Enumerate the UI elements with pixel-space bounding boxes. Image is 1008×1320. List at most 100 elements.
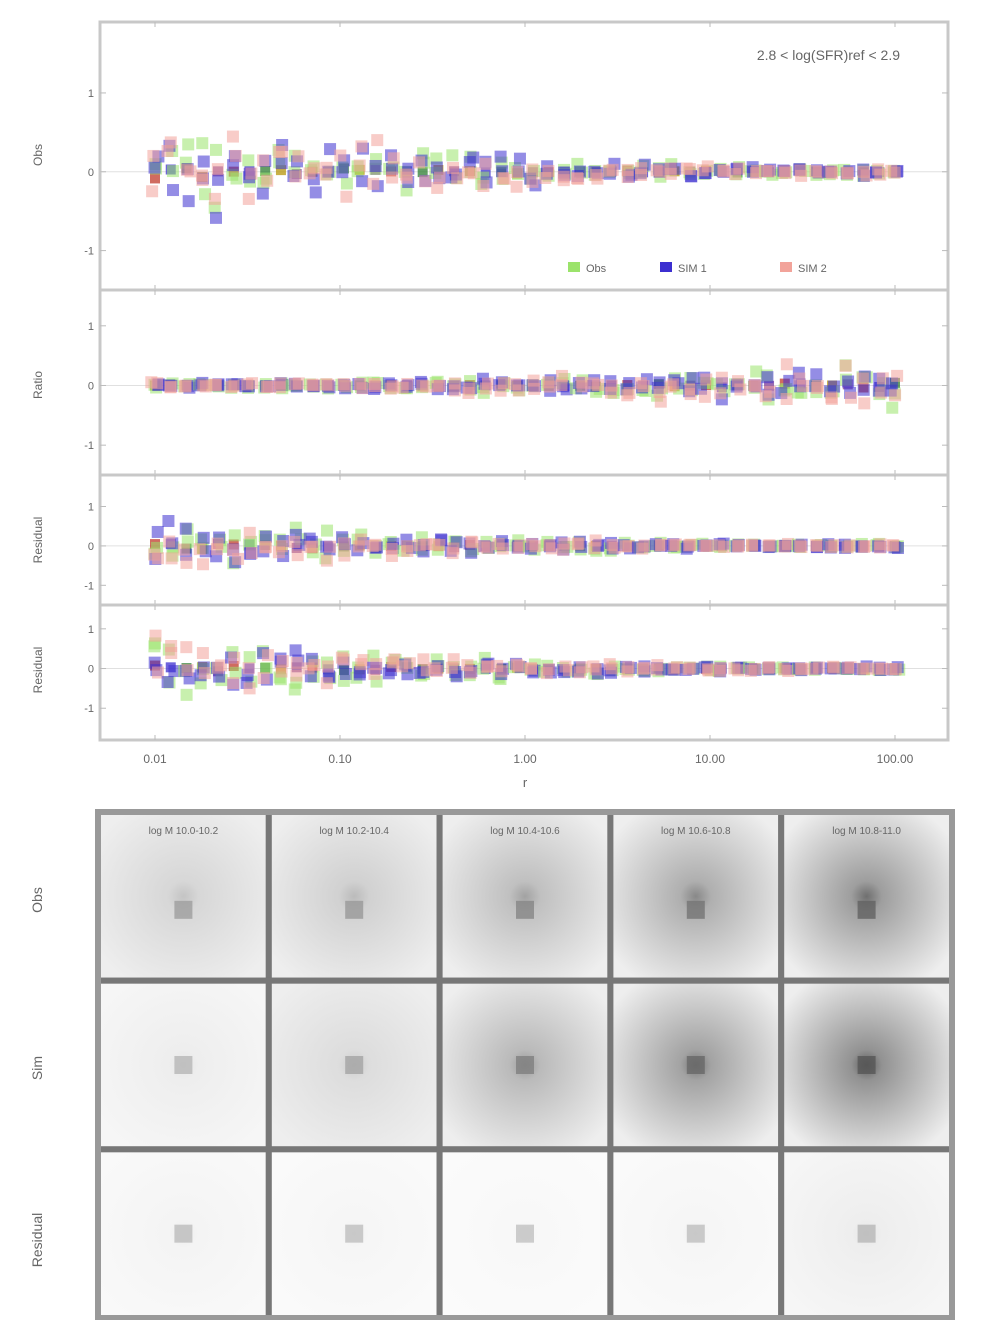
image-core bbox=[516, 1224, 534, 1243]
image-cell bbox=[436, 809, 614, 984]
data-point bbox=[146, 185, 159, 198]
data-point bbox=[396, 381, 409, 394]
data-point bbox=[654, 539, 667, 552]
data-point bbox=[463, 156, 476, 169]
data-point bbox=[164, 381, 177, 394]
data-point bbox=[413, 539, 426, 552]
data-point bbox=[555, 369, 568, 382]
data-point bbox=[779, 167, 792, 180]
x-tick-0: 0.01 bbox=[143, 752, 167, 766]
image-cell bbox=[607, 809, 785, 984]
data-point bbox=[683, 539, 696, 552]
data-point bbox=[148, 161, 161, 174]
data-point bbox=[199, 380, 212, 393]
annotation-text: 2.8 < log(SFR)ref < 2.9 bbox=[757, 47, 900, 63]
grid-col-label: log M 10.4-10.6 bbox=[490, 826, 560, 837]
image-core bbox=[345, 1224, 364, 1243]
data-point bbox=[794, 539, 807, 552]
data-point bbox=[684, 383, 697, 396]
y-tick-label: 0 bbox=[88, 380, 94, 392]
data-point bbox=[401, 540, 414, 553]
data-point bbox=[462, 166, 475, 179]
data-point bbox=[242, 154, 255, 167]
data-point bbox=[245, 535, 258, 548]
plot-frame bbox=[98, 20, 950, 742]
data-point bbox=[229, 149, 242, 162]
data-point bbox=[385, 542, 398, 555]
data-point bbox=[888, 166, 901, 179]
grid-col-label: log M 10.6-10.8 bbox=[661, 826, 731, 837]
data-point bbox=[275, 165, 286, 176]
data-point bbox=[356, 382, 369, 395]
data-point bbox=[259, 541, 272, 554]
data-point bbox=[336, 166, 349, 179]
data-point bbox=[208, 192, 221, 205]
data-point bbox=[417, 653, 430, 666]
image-core bbox=[686, 900, 705, 919]
data-point bbox=[844, 391, 857, 404]
image-core bbox=[516, 1056, 534, 1074]
data-point bbox=[496, 542, 509, 555]
data-point bbox=[841, 167, 854, 180]
data-point bbox=[857, 383, 870, 396]
data-point bbox=[147, 149, 160, 162]
data-point bbox=[178, 380, 191, 393]
data-point bbox=[320, 677, 333, 690]
data-point bbox=[510, 180, 523, 193]
data-point bbox=[180, 688, 193, 701]
data-point bbox=[733, 162, 746, 175]
data-point bbox=[623, 386, 636, 399]
data-point bbox=[844, 661, 857, 674]
data-point bbox=[571, 538, 584, 551]
data-point bbox=[856, 662, 869, 675]
data-point bbox=[196, 647, 209, 660]
data-point bbox=[664, 167, 677, 180]
data-point bbox=[368, 377, 381, 390]
data-point bbox=[557, 174, 570, 187]
data-point bbox=[212, 661, 225, 674]
data-point bbox=[245, 167, 258, 180]
data-point bbox=[841, 541, 854, 554]
data-point bbox=[370, 658, 383, 671]
data-point bbox=[509, 378, 522, 391]
data-point bbox=[196, 173, 209, 186]
data-point bbox=[257, 154, 270, 167]
data-point bbox=[481, 660, 494, 673]
data-point bbox=[744, 664, 757, 677]
data-point bbox=[512, 660, 525, 673]
data-point bbox=[732, 664, 745, 677]
data-point bbox=[622, 540, 635, 553]
data-point bbox=[588, 542, 601, 555]
data-point bbox=[638, 661, 651, 674]
data-point bbox=[334, 149, 347, 162]
data-point bbox=[603, 658, 616, 671]
data-point bbox=[182, 138, 195, 151]
data-point bbox=[145, 376, 158, 389]
data-point bbox=[433, 538, 446, 551]
data-point bbox=[384, 382, 397, 395]
data-point bbox=[698, 390, 711, 403]
data-point bbox=[211, 537, 224, 550]
data-point bbox=[306, 378, 319, 391]
data-point bbox=[288, 535, 301, 548]
data-point bbox=[275, 540, 288, 553]
data-point bbox=[396, 660, 409, 673]
data-point bbox=[463, 382, 476, 395]
data-point bbox=[245, 547, 258, 560]
data-point bbox=[668, 539, 681, 552]
data-point bbox=[732, 539, 745, 552]
data-point bbox=[353, 159, 366, 172]
data-point bbox=[324, 143, 337, 156]
data-point bbox=[621, 665, 634, 678]
data-point bbox=[243, 682, 256, 695]
data-point bbox=[387, 152, 400, 165]
data-point bbox=[276, 655, 289, 668]
data-point bbox=[161, 675, 174, 688]
grid-row-label-obs: Obs bbox=[29, 887, 45, 913]
grid-col-label: log M 10.0-10.2 bbox=[149, 826, 219, 837]
data-point bbox=[783, 374, 796, 387]
data-point bbox=[304, 540, 317, 553]
data-point bbox=[180, 556, 193, 569]
data-point bbox=[700, 373, 713, 386]
data-point bbox=[243, 651, 256, 664]
